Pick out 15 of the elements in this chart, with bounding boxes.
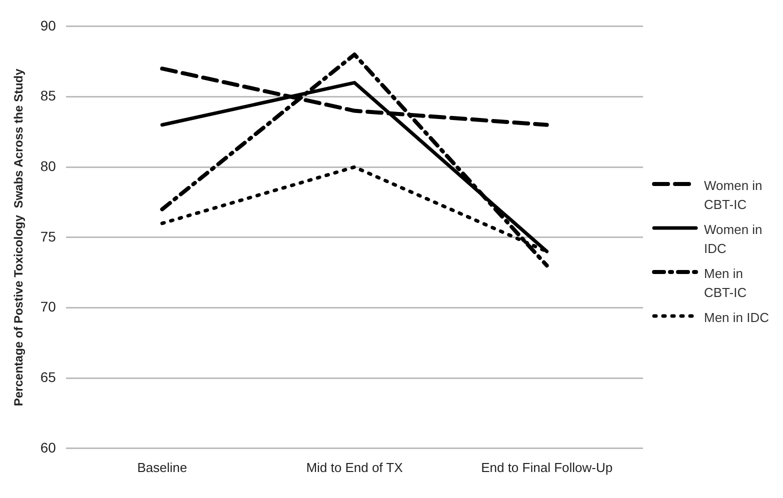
y-tick-label: 80 bbox=[40, 158, 56, 174]
y-tick-label: 85 bbox=[40, 88, 56, 104]
y-tick-label: 75 bbox=[40, 228, 56, 244]
legend-label: Men in IDC bbox=[704, 309, 770, 327]
x-tick-label: Baseline bbox=[137, 460, 188, 475]
y-axis-title: Percentage of Postive Toxicology Swabs Across the Study bbox=[12, 68, 26, 406]
x-tick-label: End to Final Follow-Up bbox=[481, 460, 613, 475]
y-tick-label: 65 bbox=[40, 368, 56, 385]
y-tick-label: 60 bbox=[40, 439, 56, 456]
legend-label: Women in CBT-IC bbox=[704, 177, 764, 214]
y-tick-label: 70 bbox=[40, 298, 56, 315]
legend-label: Women in IDC bbox=[704, 221, 764, 258]
x-tick-label: Mid to End of TX bbox=[306, 460, 404, 475]
y-tick-label: 90 bbox=[40, 17, 56, 34]
legend-label: Men in CBT-IC bbox=[704, 265, 748, 302]
